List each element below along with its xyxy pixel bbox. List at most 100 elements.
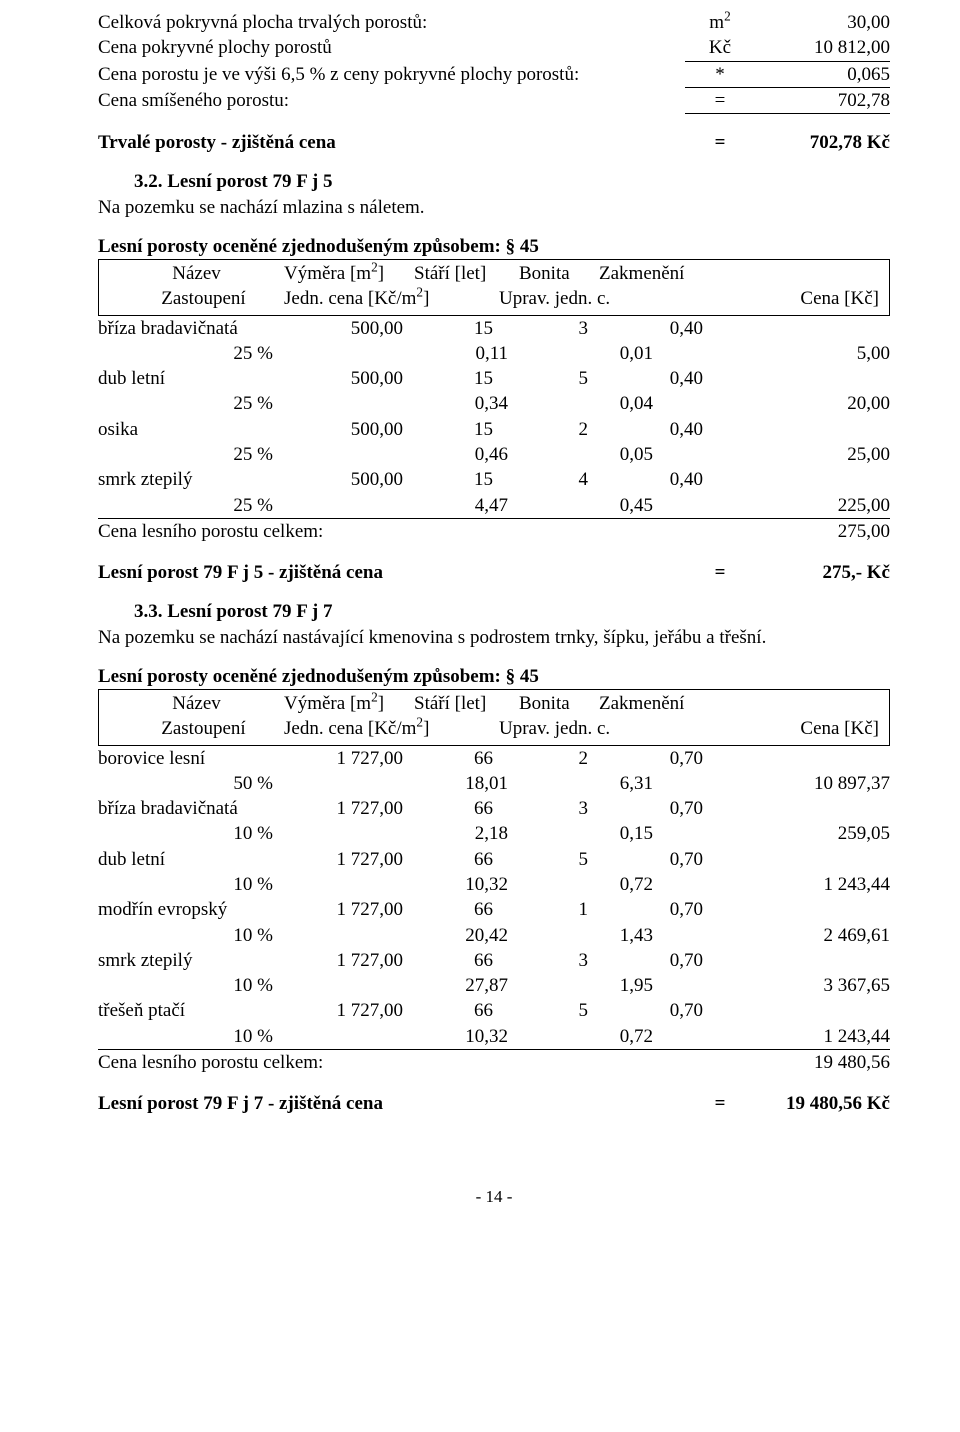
species-jedn: 0,46 (283, 442, 528, 467)
col-jedn: Jedn. cena [Kč/m2] (284, 716, 499, 741)
species-bonita: 5 (493, 847, 588, 872)
species-name: dub letní (98, 366, 273, 391)
species-uprav: 0,72 (528, 872, 653, 897)
blank (685, 519, 755, 544)
sec33-header-box: Název Výměra [m2] Stáří [let] Bonita Zak… (98, 689, 890, 746)
species-cena: 1 243,44 (653, 872, 890, 897)
species-age: 66 (403, 847, 493, 872)
sec32-heading: 3.2. Lesní porost 79 F j 5 (98, 169, 890, 194)
pct-unit: * (685, 62, 755, 88)
species-jedn: 10,32 (283, 872, 528, 897)
species-uprav: 0,04 (528, 391, 653, 416)
sec32-species-list: bříza bradavičnatá500,001530,4025 %0,110… (98, 316, 890, 518)
species-subrow: 10 %27,871,953 367,65 (98, 973, 890, 998)
page-number: - 14 - (98, 1186, 890, 1209)
pct-label: Cena porostu je ve výši 6,5 % z ceny pok… (98, 62, 685, 88)
col-area: Výměra [m2] (284, 261, 414, 286)
species-area: 500,00 (273, 316, 403, 341)
sec32-result-label: Lesní porost 79 F j 5 - zjištěná cena (98, 560, 685, 585)
species-jedn: 2,18 (283, 821, 528, 846)
species-subrow: 25 %0,340,0420,00 (98, 391, 890, 416)
blank (685, 1050, 755, 1075)
species-jedn: 0,34 (283, 391, 528, 416)
sec32-total-label: Cena lesního porostu celkem: (98, 519, 685, 544)
species-row: borovice lesní1 727,006620,70 (98, 746, 890, 771)
sec33-result-label: Lesní porost 79 F j 7 - zjištěná cena (98, 1091, 685, 1116)
sec33-total-label: Cena lesního porostu celkem: (98, 1050, 685, 1075)
species-zak: 0,70 (588, 897, 703, 922)
col-zak: Zakmenění (599, 261, 714, 286)
coverage-price-value: 10 812,00 (755, 35, 890, 61)
species-subrow: 10 %10,320,721 243,44 (98, 872, 890, 897)
species-subrow: 10 %10,320,721 243,44 (98, 1024, 890, 1049)
species-name: bříza bradavičnatá (98, 796, 273, 821)
col-uprav: Uprav. jedn. c. (499, 716, 629, 741)
blank (703, 417, 890, 442)
species-cena: 5,00 (653, 341, 890, 366)
sec32-result-unit: = (685, 560, 755, 585)
table-header-row2: Zastoupení Jedn. cena [Kč/m2] Uprav. jed… (109, 286, 879, 311)
species-bonita: 4 (493, 467, 588, 492)
species-row: smrk ztepilý1 727,006630,70 (98, 948, 890, 973)
sec33-total-value: 19 480,56 (755, 1050, 890, 1075)
species-cena: 3 367,65 (653, 973, 890, 998)
species-row: smrk ztepilý500,001540,40 (98, 467, 890, 492)
pct-row: Cena porostu je ve výši 6,5 % z ceny pok… (98, 62, 890, 88)
species-pct: 10 % (98, 872, 283, 897)
species-subrow: 10 %2,180,15259,05 (98, 821, 890, 846)
page: Celková pokryvná plocha trvalých porostů… (0, 0, 960, 1432)
species-zak: 0,40 (588, 366, 703, 391)
species-age: 15 (403, 417, 493, 442)
col-blank (714, 261, 879, 286)
species-area: 500,00 (273, 366, 403, 391)
species-uprav: 0,15 (528, 821, 653, 846)
block1-result-label: Trvalé porosty - zjištěná cena (98, 130, 685, 155)
species-name: smrk ztepilý (98, 467, 273, 492)
species-subrow: 25 %0,460,0525,00 (98, 442, 890, 467)
species-age: 15 (403, 366, 493, 391)
species-bonita: 3 (493, 316, 588, 341)
species-age: 66 (403, 948, 493, 973)
species-row: dub letní500,001550,40 (98, 366, 890, 391)
species-name: osika (98, 417, 273, 442)
col-area: Výměra [m2] (284, 691, 414, 716)
sec33-result-unit: = (685, 1091, 755, 1116)
species-jedn: 18,01 (283, 771, 528, 796)
sec33-subtitle: Lesní porosty oceněné zjednodušeným způs… (98, 664, 890, 689)
species-subrow: 10 %20,421,432 469,61 (98, 923, 890, 948)
col-bonita: Bonita (519, 261, 599, 286)
species-area: 1 727,00 (273, 897, 403, 922)
sec33-species-list: borovice lesní1 727,006620,7050 %18,016,… (98, 746, 890, 1049)
col-cena: Cena [Kč] (629, 716, 879, 741)
species-uprav: 6,31 (528, 771, 653, 796)
blank (703, 948, 890, 973)
species-name: modřín evropský (98, 897, 273, 922)
species-subrow: 50 %18,016,3110 897,37 (98, 771, 890, 796)
col-name: Název (109, 261, 284, 286)
species-uprav: 0,01 (528, 341, 653, 366)
species-pct: 25 % (98, 391, 283, 416)
blank (703, 467, 890, 492)
species-age: 66 (403, 796, 493, 821)
species-area: 1 727,00 (273, 746, 403, 771)
species-bonita: 3 (493, 796, 588, 821)
species-pct: 10 % (98, 1024, 283, 1049)
species-bonita: 1 (493, 897, 588, 922)
sec32-result-value: 275,- Kč (755, 560, 890, 585)
species-age: 66 (403, 897, 493, 922)
sec32-result-row: Lesní porost 79 F j 5 - zjištěná cena = … (98, 560, 890, 585)
species-area: 500,00 (273, 467, 403, 492)
species-pct: 25 % (98, 442, 283, 467)
blank (703, 316, 890, 341)
species-subrow: 25 %4,470,45225,00 (98, 493, 890, 518)
species-zak: 0,40 (588, 417, 703, 442)
sec32-note: Na pozemku se nachází mlazina s náletem. (98, 195, 890, 220)
species-row: osika500,001520,40 (98, 417, 890, 442)
sec32-subtitle: Lesní porosty oceněné zjednodušeným způs… (98, 234, 890, 259)
col-jedn: Jedn. cena [Kč/m2] (284, 286, 499, 311)
species-uprav: 1,43 (528, 923, 653, 948)
coverage-price-row: Cena pokryvné plochy porostů Kč 10 812,0… (98, 35, 890, 61)
species-area: 1 727,00 (273, 796, 403, 821)
species-age: 66 (403, 746, 493, 771)
species-pct: 25 % (98, 493, 283, 518)
